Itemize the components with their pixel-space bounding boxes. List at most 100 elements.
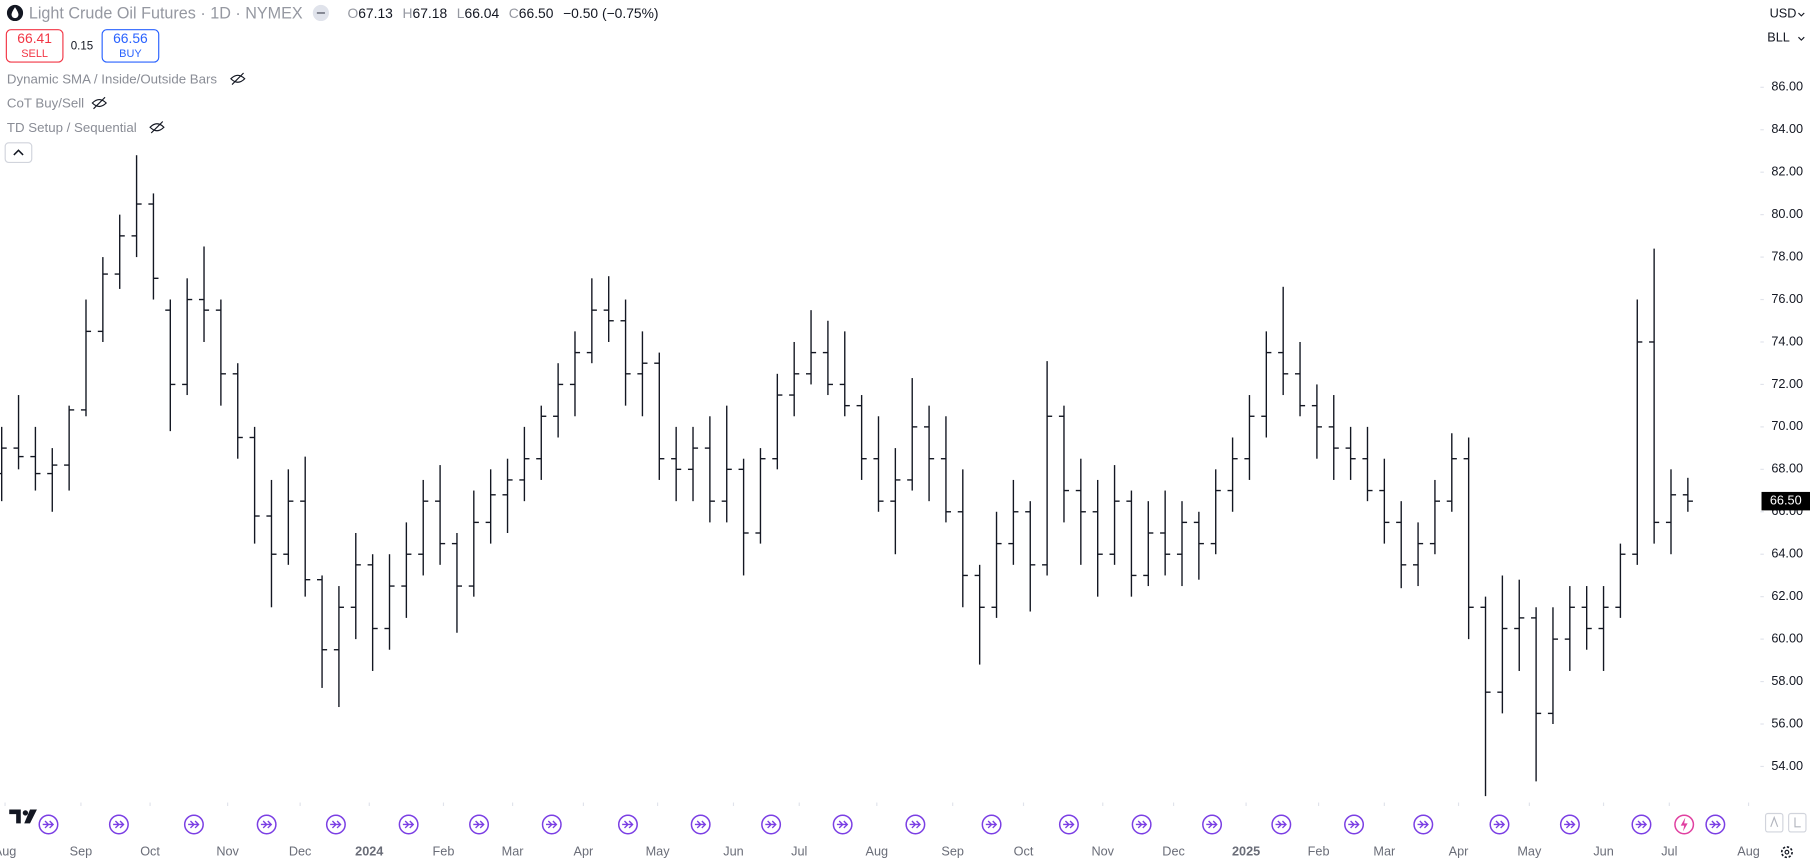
x-tick-label: May [646, 845, 671, 859]
last-price-label: 66.50 [1770, 494, 1802, 508]
y-tick-label: 68.00 [1771, 462, 1803, 476]
chevron-up [13, 149, 24, 156]
x-tick-label: Oct [140, 845, 160, 859]
y-tick-label: 70.00 [1771, 419, 1803, 433]
event-icon [1206, 820, 1218, 829]
x-tick-label: Aug [866, 845, 889, 859]
buy-button[interactable] [101, 29, 160, 63]
y-tick-label: 54.00 [1771, 759, 1803, 773]
y-tick-label: 64.00 [1771, 547, 1803, 561]
settings-icon [1784, 849, 1790, 855]
currency[interactable]: USD [1770, 6, 1797, 20]
eye-off-slash [93, 96, 106, 110]
event-icon [622, 820, 634, 829]
event-icon [985, 820, 998, 829]
y-tick-label: 62.00 [1771, 589, 1803, 603]
eye-off-slash [150, 121, 164, 134]
x-tick-label: Nov [216, 845, 239, 859]
unit-caret [1798, 36, 1805, 41]
buy-label: BUY [119, 48, 142, 60]
event-icon [330, 820, 342, 829]
y-tick-label: 84.00 [1771, 122, 1803, 136]
ohlc-value: 67.13 [358, 5, 393, 21]
currency-caret [1798, 12, 1805, 17]
hidden-icons [91, 72, 246, 134]
ohlc-value: 66.04 [465, 5, 500, 21]
ohlc-label: O [347, 5, 358, 21]
x-tick-label: Aug [0, 845, 16, 859]
y-tick-label: 80.00 [1771, 207, 1803, 221]
y-tick-label: 58.00 [1771, 674, 1803, 688]
y-tick-label: 60.00 [1771, 631, 1803, 645]
event-icon [694, 820, 707, 829]
y-tick-label: 72.00 [1771, 377, 1803, 391]
ohlc-value: 66.50 [519, 5, 554, 21]
x-tick-label: Jul [791, 845, 807, 859]
x-tick-label: Sep [70, 845, 93, 859]
x-tick-label: Mar [1373, 845, 1396, 859]
event-icon [909, 820, 921, 829]
event-icon [1417, 820, 1429, 829]
last-price-tag [1761, 491, 1810, 511]
ohlc-label: C [509, 5, 519, 21]
x-tick-label: Jun [1593, 845, 1613, 859]
x-tick-label: Sep [941, 845, 964, 859]
collapse-indicators[interactable] [4, 142, 33, 164]
sell-price: 66.41 [17, 30, 52, 46]
tradingview-logo[interactable] [9, 809, 37, 824]
event-icon [260, 820, 273, 829]
x-tick-label: Jul [1661, 845, 1677, 859]
event-icon [765, 820, 777, 829]
event-icon [1135, 820, 1148, 829]
indicator-name[interactable]: TD Setup / Sequential [7, 120, 137, 135]
event-icon [188, 820, 200, 829]
x-tick-label: Feb [1308, 845, 1330, 859]
x-tick-label: Dec [289, 845, 312, 859]
settings-button[interactable] [1780, 846, 1793, 859]
y-tick-label: 56.00 [1771, 716, 1803, 730]
event-icon [546, 820, 558, 829]
eye-off-slash [231, 72, 244, 85]
x-tick-label: Apr [574, 845, 595, 859]
event-icon [1709, 820, 1721, 829]
auto-scale-icon [1770, 815, 1779, 827]
indicator-name[interactable]: Dynamic SMA / Inside/Outside Bars [7, 71, 217, 86]
spread: 0.15 [71, 40, 93, 52]
x-tick-label: Feb [433, 845, 455, 859]
auto-scale-button[interactable] [1764, 812, 1784, 833]
indicator-name[interactable]: CoT Buy/Sell [7, 96, 84, 111]
y-tick-label: 76.00 [1771, 292, 1803, 306]
symbol-title[interactable]: Light Crude Oil Futures · 1D · NYMEX [29, 4, 303, 22]
event-icon [1063, 820, 1075, 829]
x-tick-label: Jun [723, 845, 743, 859]
ohlc-legend: O67.13 H67.18 L66.04 C66.50 −0.50 (−0.75… [347, 5, 658, 21]
sell-button[interactable] [5, 29, 64, 63]
event-icon [1493, 820, 1506, 829]
log-scale-button[interactable] [1788, 812, 1807, 833]
x-tick-label: 2024 [355, 845, 383, 859]
x-tick-label: Dec [1162, 845, 1185, 859]
event-icon [473, 820, 485, 829]
log-scale-icon [1794, 817, 1801, 828]
unit[interactable]: BLL [1767, 31, 1790, 45]
buy-price: 66.56 [113, 30, 148, 46]
x-tick-label: Aug [1737, 845, 1760, 859]
change: −0.50 (−0.75%) [563, 5, 658, 21]
logo-part [9, 809, 21, 824]
logo-part [22, 810, 29, 816]
x-tick-label: Nov [1091, 845, 1114, 859]
symbol-icon-drop [11, 7, 19, 19]
ohlc-label: L [457, 5, 465, 21]
logo-part [24, 809, 37, 824]
axes: 54.0056.0058.0060.0062.0064.0066.0068.00… [0, 80, 1810, 859]
x-tick-label: May [1517, 845, 1542, 859]
ohlc-value: 67.18 [413, 5, 448, 21]
event-icon [1275, 820, 1287, 829]
event-icon [402, 820, 415, 829]
x-tick-label: 2025 [1232, 845, 1260, 859]
event-icon [1348, 820, 1360, 829]
sell-label: SELL [21, 48, 48, 60]
